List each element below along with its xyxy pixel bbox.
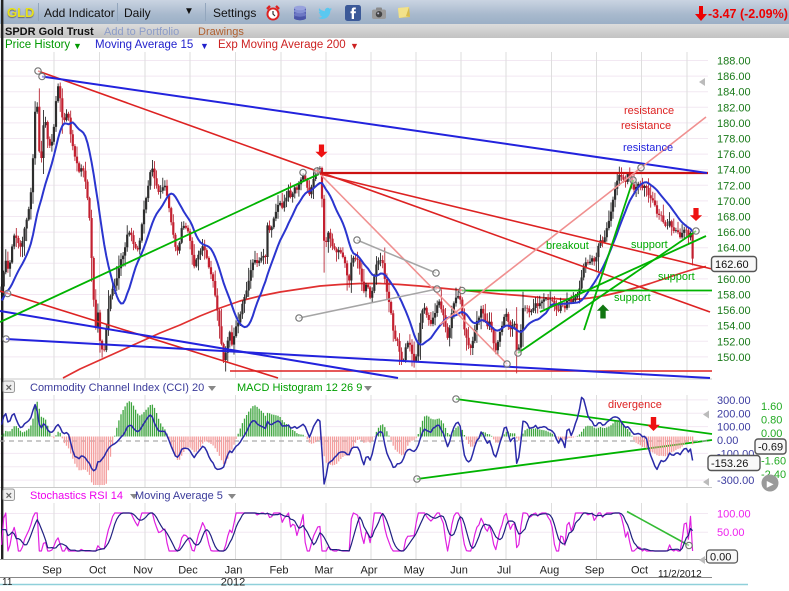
svg-text:184.00: 184.00 [717,87,751,99]
svg-text:Oct: Oct [89,565,106,577]
svg-text:Apr: Apr [360,565,377,577]
svg-text:resistance: resistance [621,120,671,132]
svg-text:-0.69: -0.69 [758,442,783,454]
svg-text:150.00: 150.00 [717,352,751,364]
svg-text:-153.26: -153.26 [711,458,748,470]
svg-text:168.00: 168.00 [717,212,751,224]
svg-text:0.00: 0.00 [761,428,782,440]
svg-text:Jun: Jun [450,565,468,577]
svg-text:100.00: 100.00 [717,509,751,521]
svg-text:Nov: Nov [133,565,153,577]
svg-text:▸: ▸ [766,477,774,491]
svg-text:Dec: Dec [178,565,198,577]
svg-text:156.00: 156.00 [717,305,751,317]
svg-text:0.00: 0.00 [717,435,738,447]
svg-text:-300.00: -300.00 [717,475,754,487]
svg-text:Stochastics RSI 14: Stochastics RSI 14 [30,490,123,502]
svg-text:174.00: 174.00 [717,165,751,177]
svg-text:1.60: 1.60 [761,401,782,413]
svg-text:11: 11 [2,577,13,588]
svg-text:170.00: 170.00 [717,196,751,208]
svg-text:180.00: 180.00 [717,118,751,130]
svg-text:11/2/2012: 11/2/2012 [658,569,702,580]
svg-text:Jan: Jan [225,565,243,577]
svg-text:300.00: 300.00 [717,395,751,407]
svg-text:Commodity Channel Index (CCI): Commodity Channel Index (CCI) 20 [30,382,204,394]
svg-text:Feb: Feb [270,565,289,577]
svg-text:Sep: Sep [585,565,605,577]
svg-text:breakout: breakout [546,240,589,252]
svg-text:MACD Histogram 12 26 9: MACD Histogram 12 26 9 [237,382,362,394]
svg-text:164.00: 164.00 [717,243,751,255]
svg-text:Mar: Mar [315,565,334,577]
svg-text:182.00: 182.00 [717,102,751,114]
svg-text:172.00: 172.00 [717,180,751,192]
svg-text:resistance: resistance [624,105,674,117]
svg-text:152.00: 152.00 [717,336,751,348]
svg-text:2012: 2012 [221,577,245,589]
svg-text:Jul: Jul [497,565,511,577]
svg-text:100.00: 100.00 [717,422,751,434]
svg-text:-1.60: -1.60 [761,456,786,468]
svg-text:0.00: 0.00 [710,552,731,564]
svg-text:162.60: 162.60 [715,259,749,271]
svg-text:176.00: 176.00 [717,149,751,161]
svg-text:Sep: Sep [42,565,62,577]
svg-text:158.00: 158.00 [717,290,751,302]
svg-text:May: May [404,565,425,577]
svg-text:divergence: divergence [608,399,662,411]
svg-text:support: support [614,292,651,304]
svg-text:186.00: 186.00 [717,71,751,83]
svg-text:Moving Average 5: Moving Average 5 [135,490,223,502]
svg-text:Oct: Oct [631,565,648,577]
svg-text:154.00: 154.00 [717,321,751,333]
svg-text:support: support [631,239,668,251]
svg-text:Aug: Aug [540,565,560,577]
svg-text:✕: ✕ [5,490,12,500]
svg-text:166.00: 166.00 [717,227,751,239]
svg-text:160.00: 160.00 [717,274,751,286]
svg-text:188.00: 188.00 [717,56,751,68]
svg-text:support: support [658,271,695,283]
svg-text:0.80: 0.80 [761,415,782,427]
svg-text:200.00: 200.00 [717,408,751,420]
svg-text:✕: ✕ [5,382,12,392]
svg-text:50.00: 50.00 [717,527,745,539]
svg-text:178.00: 178.00 [717,134,751,146]
svg-text:resistance: resistance [623,142,673,154]
